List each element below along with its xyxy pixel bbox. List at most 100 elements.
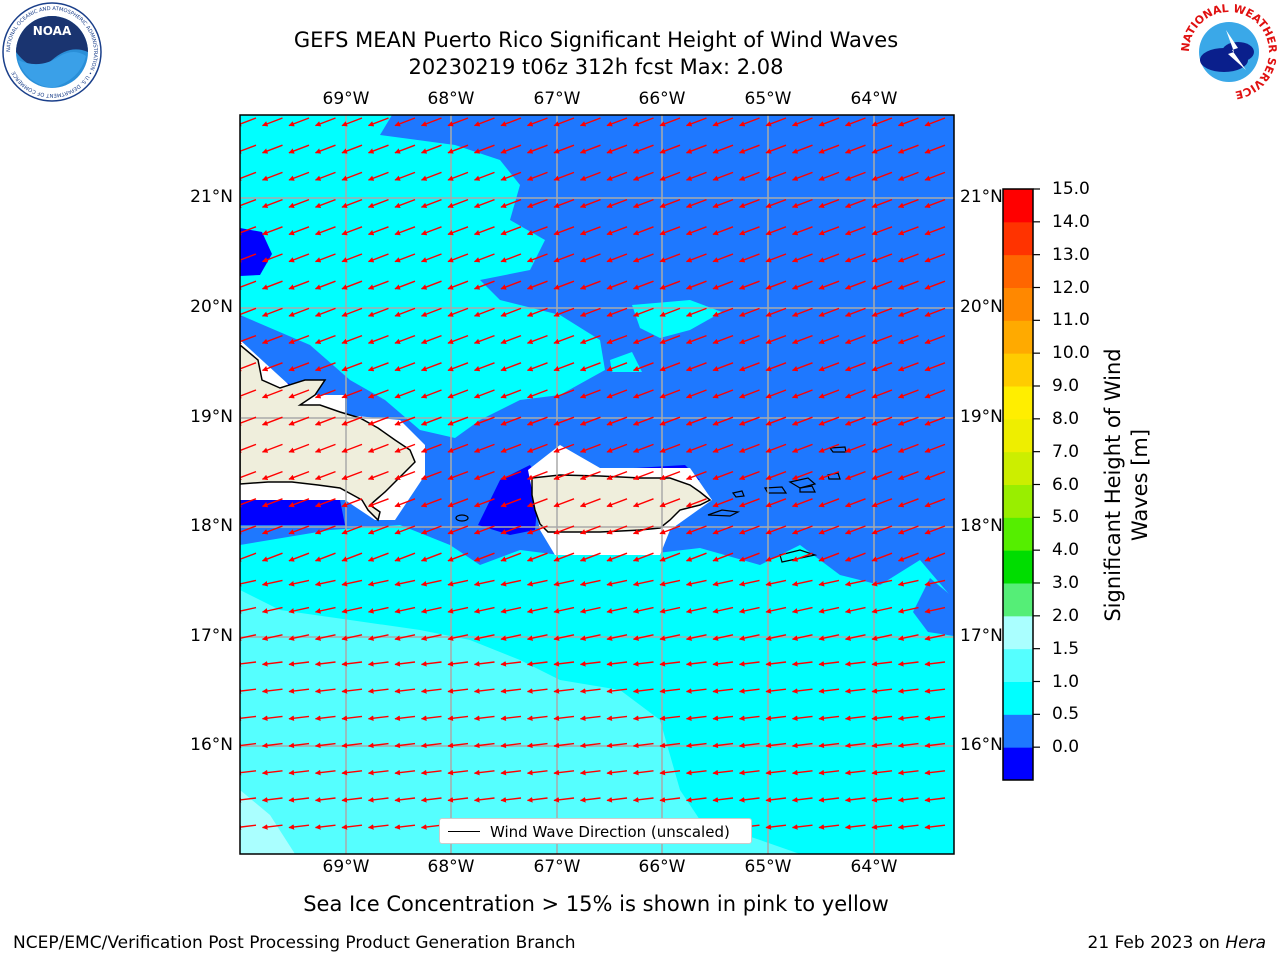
colorbar-segment	[1003, 583, 1033, 617]
wind-arrow	[420, 824, 442, 830]
wind-arrow	[659, 797, 681, 803]
wave-field-northwest	[240, 115, 605, 438]
wind-arrow	[871, 362, 893, 372]
wind-arrow	[420, 552, 442, 562]
wind-arrow	[844, 253, 866, 263]
wind-arrow	[659, 280, 681, 290]
wind-arrow	[606, 525, 628, 535]
wind-arrow	[897, 226, 919, 236]
wind-arrow	[685, 389, 707, 399]
wind-arrow	[341, 688, 363, 694]
wind-arrow	[871, 525, 893, 535]
wind-arrow	[500, 171, 522, 181]
wind-arrow	[261, 416, 283, 426]
lon-tick-top: 65°W	[744, 89, 792, 109]
wind-arrow	[632, 389, 654, 399]
wind-arrow	[685, 634, 707, 641]
wind-arrow	[288, 144, 310, 154]
wind-arrow	[924, 470, 946, 481]
wind-arrow	[500, 198, 522, 209]
wind-arrow	[924, 198, 946, 209]
wind-arrow	[818, 824, 840, 830]
wind-arrow	[685, 280, 707, 290]
wind-arrow	[240, 280, 257, 290]
wind-arrow	[632, 171, 654, 181]
wind-arrow	[606, 416, 628, 426]
wind-arrow	[791, 144, 813, 154]
wind-arrow	[447, 307, 469, 317]
colorbar-tick-label: 3.0	[1052, 573, 1080, 593]
wind-arrow	[897, 634, 919, 641]
wind-arrow	[261, 307, 283, 317]
wind-arrow	[420, 688, 442, 694]
wind-arrow	[924, 606, 946, 614]
wind-arrow	[659, 769, 681, 776]
wind-arrow	[420, 579, 442, 587]
wind-arrow	[924, 688, 946, 694]
sea-ice-note: Sea Ice Concentration > 15% is shown in …	[303, 892, 889, 916]
wind-arrow	[765, 144, 787, 154]
wind-arrow	[712, 579, 734, 587]
wind-arrow	[553, 253, 575, 263]
colorbar-tick-label: 14.0	[1052, 211, 1090, 232]
wind-arrow	[500, 797, 522, 803]
wind-arrow	[341, 144, 363, 154]
wind-arrow	[685, 797, 707, 803]
wind-arrow	[606, 606, 628, 614]
wind-arrow	[791, 824, 813, 830]
wind-arrow	[685, 443, 707, 453]
wind-arrow	[818, 389, 840, 399]
wind-arrow	[844, 715, 866, 721]
wind-arrow	[447, 634, 469, 641]
wind-arrow	[765, 253, 787, 263]
wind-arrow	[394, 198, 416, 209]
wind-arrow	[606, 280, 628, 290]
colorbar-segment	[1003, 615, 1033, 650]
wind-arrow	[844, 552, 866, 562]
wind-arrow	[871, 416, 893, 426]
wind-arrow	[261, 769, 283, 776]
wind-arrow	[738, 253, 760, 263]
wind-arrow	[341, 253, 363, 263]
wind-arrow	[579, 389, 601, 399]
wind-arrow	[553, 334, 575, 345]
wind-arrow	[420, 634, 442, 641]
wind-arrow	[897, 253, 919, 263]
wind-arrow	[394, 634, 416, 641]
wind-arrow	[765, 606, 787, 614]
wind-arrow	[712, 797, 734, 803]
wind-arrow	[632, 579, 654, 587]
wind-arrow	[844, 579, 866, 587]
wind-arrow	[394, 824, 416, 830]
wind-arrow	[420, 198, 442, 209]
wind-arrow	[526, 525, 548, 535]
wind-arrow	[765, 715, 787, 721]
wind-arrow	[924, 117, 946, 127]
wind-arrow	[897, 797, 919, 803]
wind-arrow	[261, 579, 283, 587]
wind-arrow	[473, 416, 495, 426]
wind-arrow	[844, 634, 866, 641]
wind-arrow	[765, 579, 787, 587]
colorbar-tick-label: 10.0	[1052, 343, 1090, 364]
wind-arrow	[447, 226, 469, 236]
colorbar-segment	[1003, 517, 1033, 551]
wind-arrow	[526, 280, 548, 290]
wind-arrow	[924, 253, 946, 263]
wind-arrow	[261, 171, 283, 181]
wind-arrow	[685, 498, 707, 508]
wind-arrow	[553, 688, 575, 694]
wind-arrow	[394, 362, 416, 372]
wind-arrow	[579, 144, 601, 154]
wind-arrow	[367, 117, 389, 127]
wind-arrow	[844, 280, 866, 290]
wind-arrow	[818, 253, 840, 263]
wind-arrow	[341, 525, 363, 535]
wind-arrow	[897, 742, 919, 749]
wind-arrow	[314, 389, 336, 399]
wind-arrow	[261, 797, 283, 803]
wind-arrow	[897, 117, 919, 127]
wind-arrow	[685, 334, 707, 345]
wind-arrow	[765, 389, 787, 399]
wind-arrow	[240, 498, 257, 508]
